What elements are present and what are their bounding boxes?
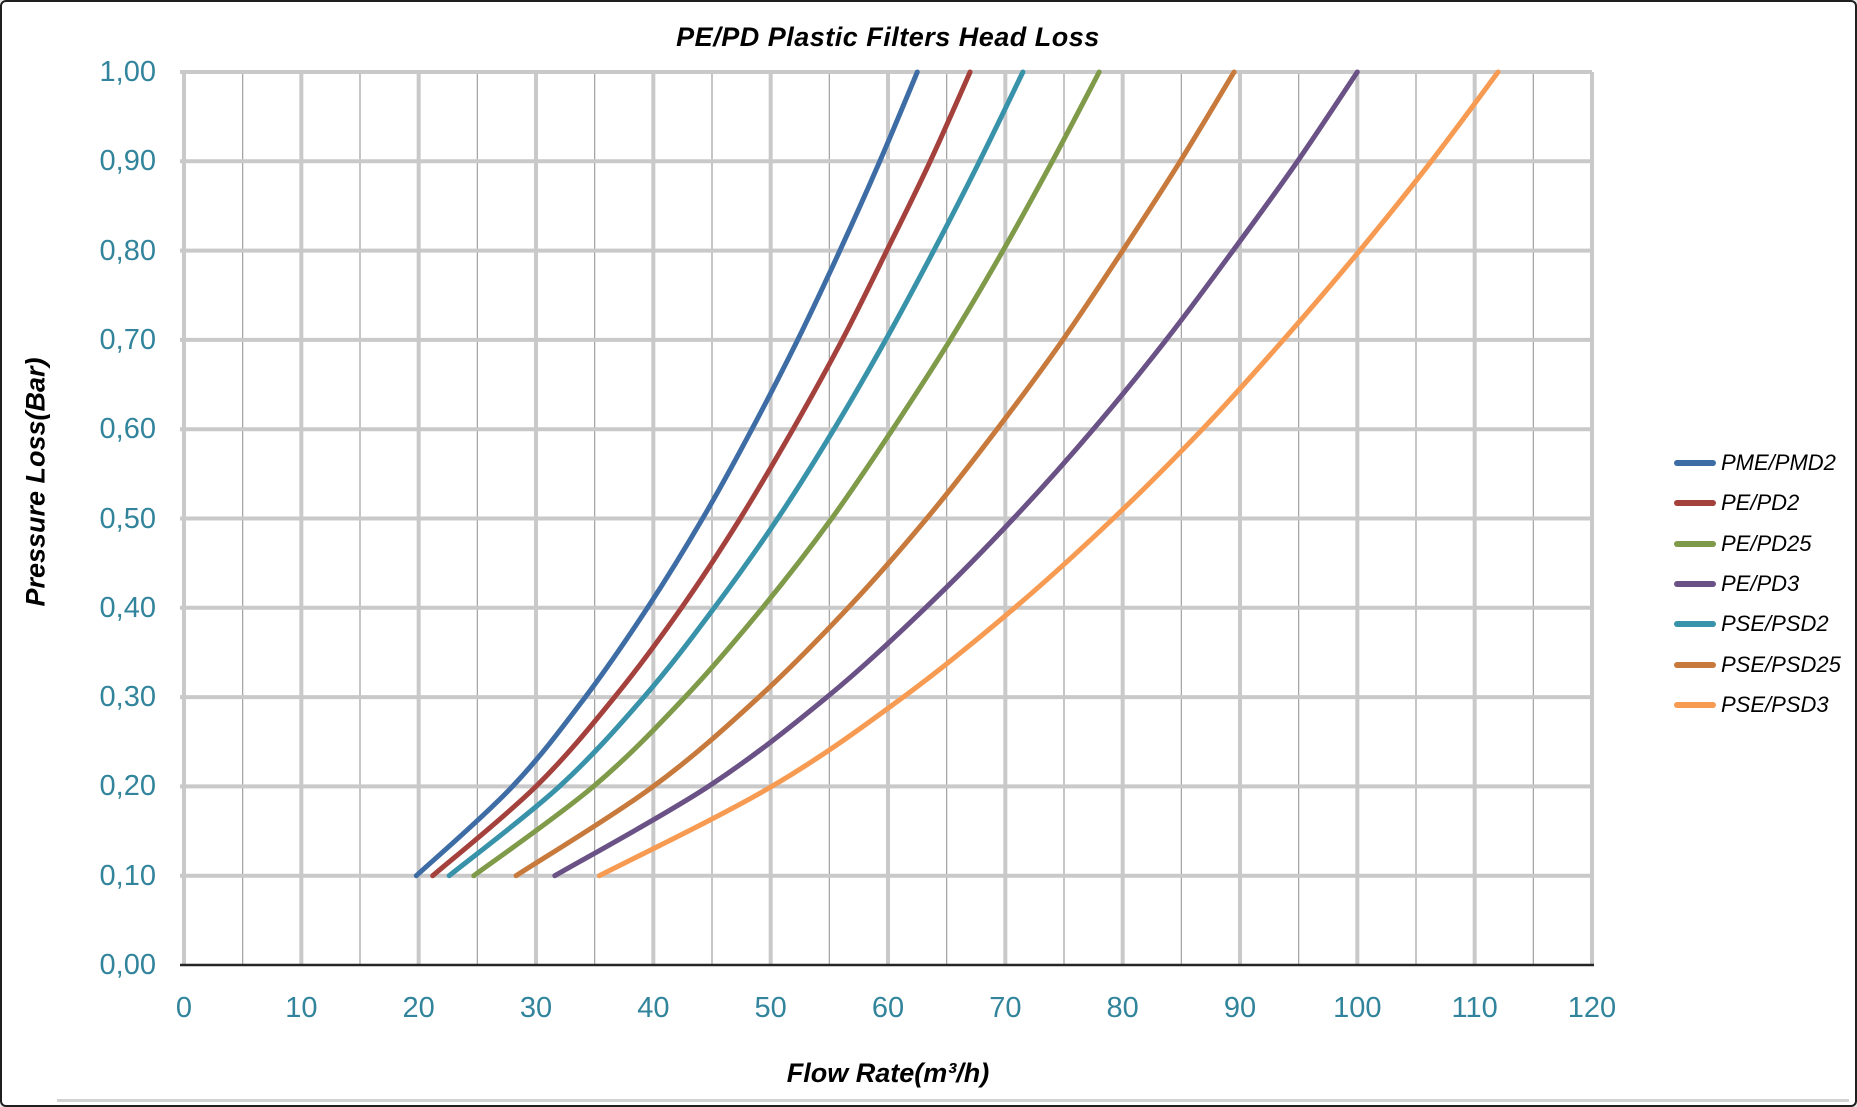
x-tick-label: 80 bbox=[1106, 992, 1139, 1024]
legend-item-label: PME/PMD2 bbox=[1721, 450, 1836, 475]
chart-bottom-border bbox=[57, 1099, 1849, 1102]
x-tick-label: 120 bbox=[1567, 992, 1617, 1024]
legend-line-swatch bbox=[1674, 580, 1716, 587]
y-tick-label: 0,20 bbox=[99, 770, 156, 803]
x-tick-label: 100 bbox=[1333, 992, 1382, 1024]
legend-item-label: PE/PD3 bbox=[1721, 570, 1800, 596]
x-tick-label: 90 bbox=[1223, 992, 1257, 1024]
y-tick-label: 0,30 bbox=[99, 681, 156, 714]
legend-item: PSE/PSD25 bbox=[1674, 650, 1841, 680]
series-curve-PE-PD25 bbox=[471, 69, 1102, 879]
y-tick-label: 0,70 bbox=[99, 323, 156, 356]
series-curve-PSE-PSD2 bbox=[446, 69, 1026, 879]
legend-line-swatch bbox=[1674, 460, 1716, 466]
legend-item: PE/PD2 bbox=[1674, 488, 1799, 518]
y-tick-label: 1,00 bbox=[99, 56, 156, 88]
y-tick-label: 0,10 bbox=[99, 859, 156, 892]
legend-item-label: PE/PD2 bbox=[1721, 490, 1800, 516]
series-curve-PSE-PSD3 bbox=[596, 69, 1501, 879]
legend-line-swatch bbox=[1674, 701, 1716, 708]
y-tick-label: 0,40 bbox=[99, 591, 156, 624]
series-curve-PSE-PSD25 bbox=[513, 69, 1237, 879]
x-tick-label: 110 bbox=[1451, 992, 1498, 1024]
x-tick-label: 10 bbox=[285, 992, 318, 1024]
legend-line-swatch bbox=[1674, 661, 1716, 668]
legend-line-swatch bbox=[1674, 500, 1716, 507]
legend-item-label: PE/PD25 bbox=[1721, 530, 1812, 556]
x-tick-label: 20 bbox=[402, 992, 435, 1024]
x-tick-label: 60 bbox=[871, 992, 905, 1024]
legend-line-swatch bbox=[1674, 621, 1716, 628]
legend-item-label: PSE/PSD3 bbox=[1721, 691, 1829, 717]
x-tick-label: 40 bbox=[637, 992, 670, 1024]
series-curve-PE-PD3 bbox=[552, 69, 1360, 879]
x-axis-title: Flow Rate(m³/h) bbox=[786, 1058, 990, 1088]
legend-line-swatch bbox=[1674, 540, 1716, 547]
y-tick-label: 0,00 bbox=[99, 949, 156, 981]
chart-title: PE/PD Plastic Filters Head Loss bbox=[676, 22, 1100, 52]
x-tick-label: 0 bbox=[175, 992, 193, 1024]
legend-item-label: PSE/PSD2 bbox=[1721, 611, 1829, 637]
legend-item: PE/PD25 bbox=[1674, 529, 1812, 559]
legend-item-label: PSE/PSD25 bbox=[1721, 651, 1841, 677]
x-tick-label: 50 bbox=[754, 992, 787, 1024]
legend-item: PSE/PSD3 bbox=[1674, 690, 1829, 720]
y-axis-title: Pressure Loss(Bar) bbox=[20, 357, 51, 607]
x-tick-label: 70 bbox=[989, 992, 1022, 1024]
x-tick-label: 30 bbox=[519, 992, 553, 1024]
series-curve-PME-PMD2 bbox=[413, 69, 920, 879]
y-tick-label: 0,60 bbox=[99, 413, 156, 446]
legend-item: PE/PD3 bbox=[1674, 569, 1799, 599]
legend-item: PSE/PSD2 bbox=[1674, 609, 1829, 639]
legend-item: PME/PMD2 bbox=[1674, 448, 1836, 478]
series-curve-PE-PD2 bbox=[430, 69, 973, 879]
y-tick-label: 0,80 bbox=[99, 234, 156, 267]
y-tick-label: 0,50 bbox=[99, 502, 156, 535]
y-tick-label: 0,90 bbox=[99, 145, 156, 178]
